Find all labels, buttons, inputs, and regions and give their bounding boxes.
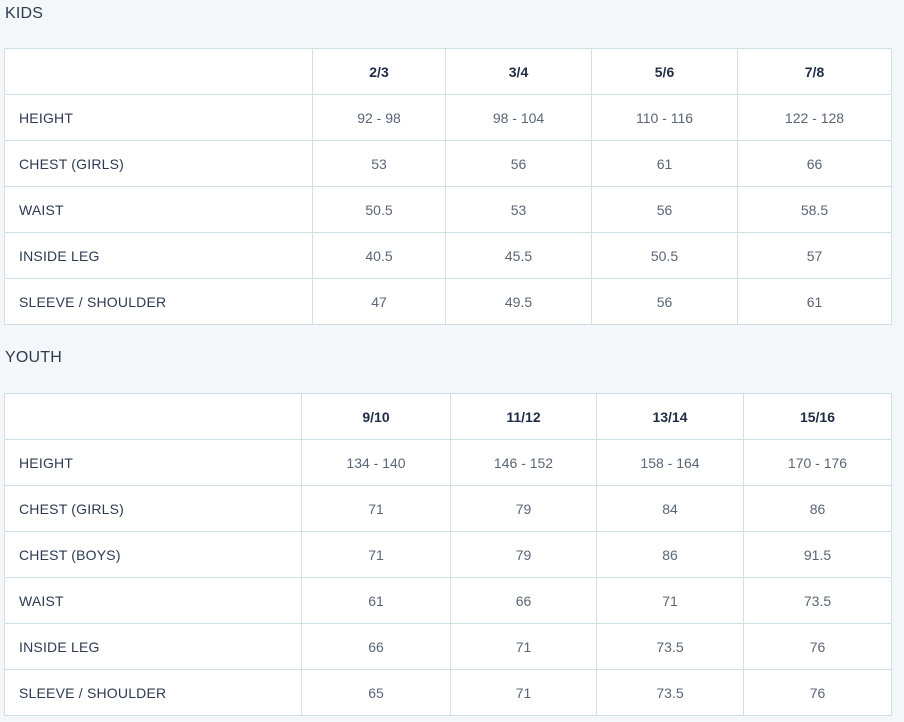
column-header: 11/12 [450, 393, 597, 440]
table-cell: 73.5 [596, 669, 744, 716]
row-label: SLEEVE / SHOULDER [4, 669, 302, 716]
column-header: 13/14 [596, 393, 744, 440]
row-label: SLEEVE / SHOULDER [4, 278, 313, 325]
table-row: WAIST 50.5 53 56 58.5 [4, 186, 892, 233]
table-cell: 79 [450, 485, 597, 532]
table-row: SLEEVE / SHOULDER 47 49.5 56 61 [4, 278, 892, 325]
table-cell: 56 [445, 140, 592, 187]
row-label: CHEST (GIRLS) [4, 485, 302, 532]
column-header: 2/3 [312, 48, 446, 95]
table-cell: 53 [312, 140, 446, 187]
table-header-row: 2/3 3/4 5/6 7/8 [4, 48, 892, 95]
table-cell: 76 [743, 623, 892, 670]
table-cell: 47 [312, 278, 446, 325]
table-cell: 91.5 [743, 531, 892, 578]
column-header: 3/4 [445, 48, 592, 95]
column-header: 9/10 [301, 393, 451, 440]
row-label: INSIDE LEG [4, 623, 302, 670]
table-cell: 61 [737, 278, 892, 325]
row-label: CHEST (GIRLS) [4, 140, 313, 187]
table-cell: 40.5 [312, 232, 446, 279]
table-cell: 71 [450, 669, 597, 716]
column-header: 15/16 [743, 393, 892, 440]
row-label: CHEST (BOYS) [4, 531, 302, 578]
table-cell: 58.5 [737, 186, 892, 233]
table-cell: 71 [301, 485, 451, 532]
kids-section-title: KIDS [5, 5, 44, 22]
table-row: HEIGHT 92 - 98 98 - 104 110 - 116 122 - … [4, 94, 892, 141]
row-label: INSIDE LEG [4, 232, 313, 279]
table-cell: 71 [596, 577, 744, 624]
table-cell: 71 [301, 531, 451, 578]
table-cell: 76 [743, 669, 892, 716]
table-cell: 53 [445, 186, 592, 233]
table-cell: 66 [301, 623, 451, 670]
table-cell: 86 [743, 485, 892, 532]
table-cell: 49.5 [445, 278, 592, 325]
table-cell: 50.5 [591, 232, 738, 279]
table-cell: 57 [737, 232, 892, 279]
table-cell: 134 - 140 [301, 439, 451, 486]
table-cell: 61 [301, 577, 451, 624]
column-header: 5/6 [591, 48, 738, 95]
table-cell: 50.5 [312, 186, 446, 233]
table-cell: 170 - 176 [743, 439, 892, 486]
table-cell: 84 [596, 485, 744, 532]
table-cell: 86 [596, 531, 744, 578]
row-label: WAIST [4, 186, 313, 233]
youth-size-table: 9/10 11/12 13/14 15/16 HEIGHT 134 - 140 … [4, 393, 892, 716]
table-cell: 56 [591, 278, 738, 325]
table-cell: 73.5 [596, 623, 744, 670]
table-row: WAIST 61 66 71 73.5 [4, 577, 892, 624]
table-cell: 71 [450, 623, 597, 670]
table-row: HEIGHT 134 - 140 146 - 152 158 - 164 170… [4, 439, 892, 486]
table-header-row: 9/10 11/12 13/14 15/16 [4, 393, 892, 440]
column-header: 7/8 [737, 48, 892, 95]
table-row: SLEEVE / SHOULDER 65 71 73.5 76 [4, 669, 892, 716]
table-cell: 146 - 152 [450, 439, 597, 486]
table-cell: 122 - 128 [737, 94, 892, 141]
table-cell: 65 [301, 669, 451, 716]
table-cell: 79 [450, 531, 597, 578]
table-cell: 92 - 98 [312, 94, 446, 141]
row-label: WAIST [4, 577, 302, 624]
header-empty-cell [4, 393, 302, 440]
table-cell: 98 - 104 [445, 94, 592, 141]
table-row: INSIDE LEG 40.5 45.5 50.5 57 [4, 232, 892, 279]
table-cell: 61 [591, 140, 738, 187]
table-row: CHEST (BOYS) 71 79 86 91.5 [4, 531, 892, 578]
header-empty-cell [4, 48, 313, 95]
kids-size-table: 2/3 3/4 5/6 7/8 HEIGHT 92 - 98 98 - 104 … [4, 48, 892, 325]
table-cell: 73.5 [743, 577, 892, 624]
row-label: HEIGHT [4, 94, 313, 141]
table-cell: 158 - 164 [596, 439, 744, 486]
youth-section-title: YOUTH [5, 349, 62, 366]
table-row: CHEST (GIRLS) 53 56 61 66 [4, 140, 892, 187]
table-cell: 110 - 116 [591, 94, 738, 141]
table-cell: 66 [450, 577, 597, 624]
table-cell: 66 [737, 140, 892, 187]
row-label: HEIGHT [4, 439, 302, 486]
table-cell: 56 [591, 186, 738, 233]
table-row: INSIDE LEG 66 71 73.5 76 [4, 623, 892, 670]
table-cell: 45.5 [445, 232, 592, 279]
table-row: CHEST (GIRLS) 71 79 84 86 [4, 485, 892, 532]
